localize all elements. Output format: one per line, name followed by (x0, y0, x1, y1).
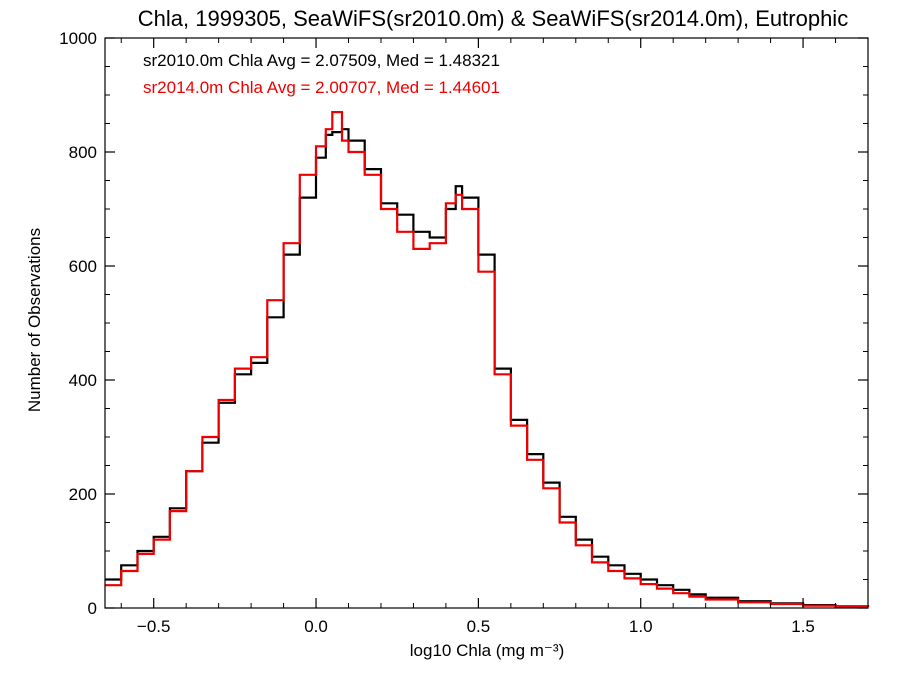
annotation-sr2010: sr2010.0m Chla Avg = 2.07509, Med = 1.48… (143, 51, 500, 70)
x-tick-label: 1.5 (791, 617, 815, 636)
y-tick-label: 400 (69, 371, 97, 390)
annotation-sr2014: sr2014.0m Chla Avg = 2.00707, Med = 1.44… (143, 78, 500, 97)
plot-frame (104, 37, 869, 609)
y-tick-label: 600 (69, 257, 97, 276)
series-line-0 (105, 128, 870, 608)
y-tick-label: 800 (69, 143, 97, 162)
x-tick-label: 0.0 (304, 617, 328, 636)
x-axis-label: log10 Chla (mg m⁻³) (410, 641, 564, 660)
ticks-layer: −0.5 0.0 0.5 1.0 1.5 0 200 400 600 800 1000 (59, 29, 869, 636)
x-tick-label: −0.5 (137, 617, 171, 636)
series-line-1 (105, 111, 870, 608)
x-tick-label: 0.5 (467, 617, 491, 636)
y-axis-label: Number of Observations (25, 228, 44, 412)
y-tick-label: 0 (88, 599, 97, 618)
chart-title: Chla, 1999305, SeaWiFS(sr2010.0m) & SeaW… (138, 6, 848, 31)
series-layer (105, 111, 870, 608)
y-tick-label: 200 (69, 485, 97, 504)
y-tick-label: 1000 (59, 29, 97, 48)
x-tick-label: 1.0 (629, 617, 653, 636)
